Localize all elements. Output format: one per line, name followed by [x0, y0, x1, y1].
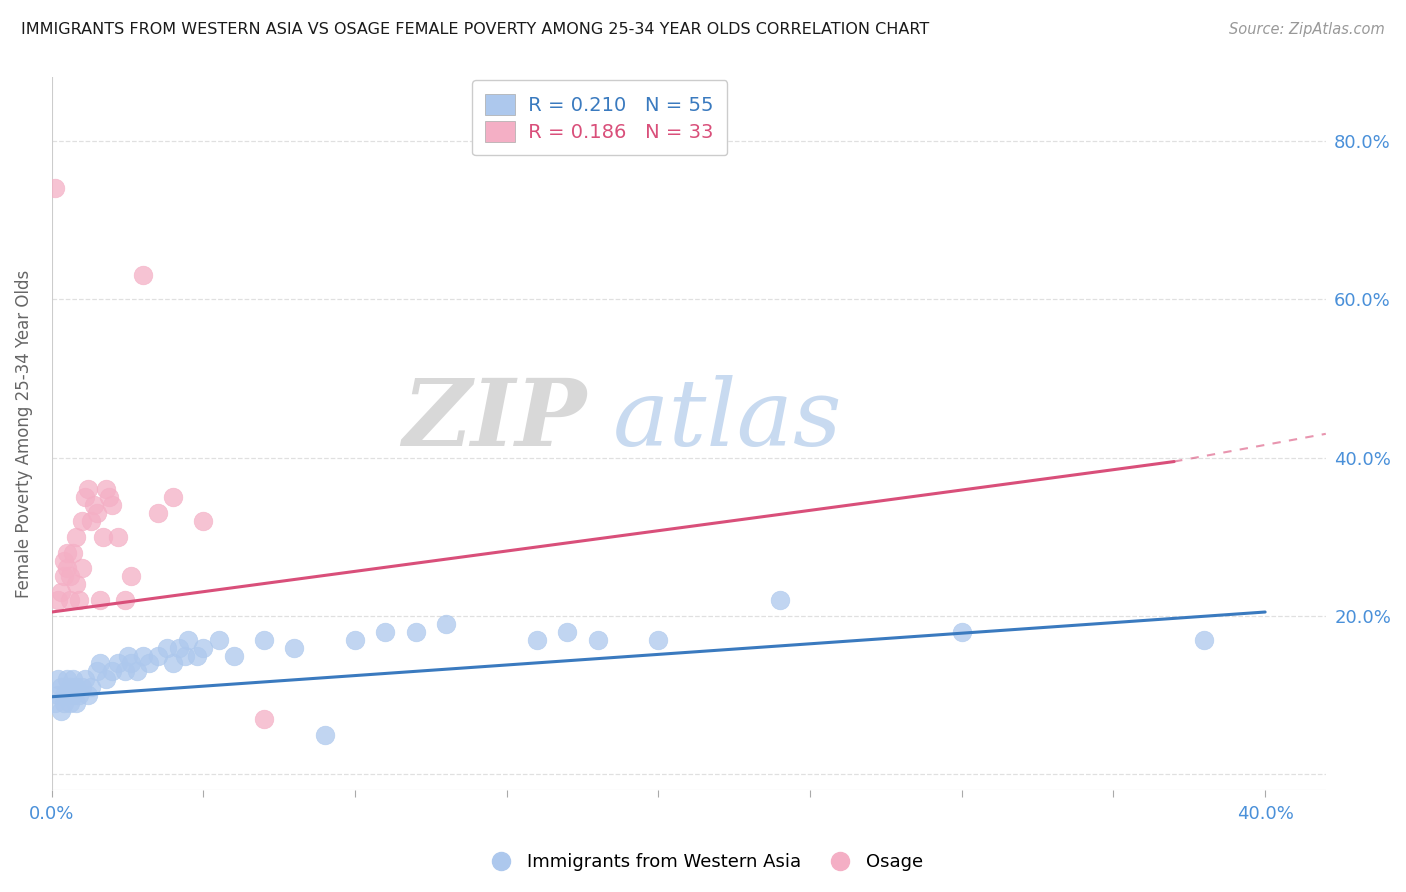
Point	[67, 688, 90, 702]
Point	[46, 673, 69, 687]
Point	[586, 632, 609, 647]
Text: Source: ZipAtlas.com: Source: ZipAtlas.com	[1229, 22, 1385, 37]
Point	[101, 498, 124, 512]
Point	[114, 593, 136, 607]
Point	[146, 506, 169, 520]
Point	[283, 640, 305, 655]
Legend:  R = 0.210   N = 55,  R = 0.186   N = 33: R = 0.210 N = 55, R = 0.186 N = 33	[472, 80, 727, 155]
Point	[86, 506, 108, 520]
Point	[49, 680, 72, 694]
Point	[98, 490, 121, 504]
Point	[75, 673, 97, 687]
Point	[59, 569, 82, 583]
Point	[117, 648, 139, 663]
Point	[89, 593, 111, 607]
Point	[44, 696, 66, 710]
Point	[132, 268, 155, 283]
Point	[62, 688, 84, 702]
Point	[138, 657, 160, 671]
Point	[950, 624, 973, 639]
Legend: Immigrants from Western Asia, Osage: Immigrants from Western Asia, Osage	[477, 847, 929, 879]
Point	[52, 553, 75, 567]
Point	[107, 657, 129, 671]
Point	[162, 657, 184, 671]
Point	[80, 514, 103, 528]
Point	[222, 648, 245, 663]
Point	[120, 569, 142, 583]
Point	[56, 561, 79, 575]
Point	[70, 514, 93, 528]
Point	[65, 696, 87, 710]
Point	[56, 546, 79, 560]
Point	[405, 624, 427, 639]
Point	[52, 688, 75, 702]
Point	[125, 665, 148, 679]
Point	[52, 569, 75, 583]
Point	[162, 490, 184, 504]
Point	[107, 530, 129, 544]
Text: ZIP: ZIP	[402, 375, 586, 465]
Point	[96, 482, 118, 496]
Point	[62, 546, 84, 560]
Point	[207, 632, 229, 647]
Point	[75, 490, 97, 504]
Point	[59, 593, 82, 607]
Point	[46, 593, 69, 607]
Point	[434, 616, 457, 631]
Point	[80, 680, 103, 694]
Point	[167, 640, 190, 655]
Point	[101, 665, 124, 679]
Point	[59, 680, 82, 694]
Point	[59, 696, 82, 710]
Text: IMMIGRANTS FROM WESTERN ASIA VS OSAGE FEMALE POVERTY AMONG 25-34 YEAR OLDS CORRE: IMMIGRANTS FROM WESTERN ASIA VS OSAGE FE…	[21, 22, 929, 37]
Point	[186, 648, 208, 663]
Point	[132, 648, 155, 663]
Point	[83, 498, 105, 512]
Point	[91, 530, 114, 544]
Point	[96, 673, 118, 687]
Point	[70, 561, 93, 575]
Point	[120, 657, 142, 671]
Point	[52, 696, 75, 710]
Point	[769, 593, 792, 607]
Point	[174, 648, 197, 663]
Point	[44, 181, 66, 195]
Point	[56, 673, 79, 687]
Point	[1194, 632, 1216, 647]
Y-axis label: Female Poverty Among 25-34 Year Olds: Female Poverty Among 25-34 Year Olds	[15, 269, 32, 598]
Point	[89, 657, 111, 671]
Point	[49, 585, 72, 599]
Point	[177, 632, 200, 647]
Point	[193, 640, 215, 655]
Point	[67, 593, 90, 607]
Point	[374, 624, 396, 639]
Point	[253, 712, 276, 726]
Point	[314, 728, 336, 742]
Point	[77, 688, 100, 702]
Point	[647, 632, 669, 647]
Point	[70, 680, 93, 694]
Point	[86, 665, 108, 679]
Point	[253, 632, 276, 647]
Point	[62, 673, 84, 687]
Text: atlas: atlas	[613, 375, 842, 465]
Point	[65, 530, 87, 544]
Point	[526, 632, 548, 647]
Point	[49, 704, 72, 718]
Point	[56, 688, 79, 702]
Point	[156, 640, 179, 655]
Point	[344, 632, 367, 647]
Point	[77, 482, 100, 496]
Point	[65, 577, 87, 591]
Point	[146, 648, 169, 663]
Point	[557, 624, 579, 639]
Point	[114, 665, 136, 679]
Point	[46, 688, 69, 702]
Point	[193, 514, 215, 528]
Point	[65, 680, 87, 694]
